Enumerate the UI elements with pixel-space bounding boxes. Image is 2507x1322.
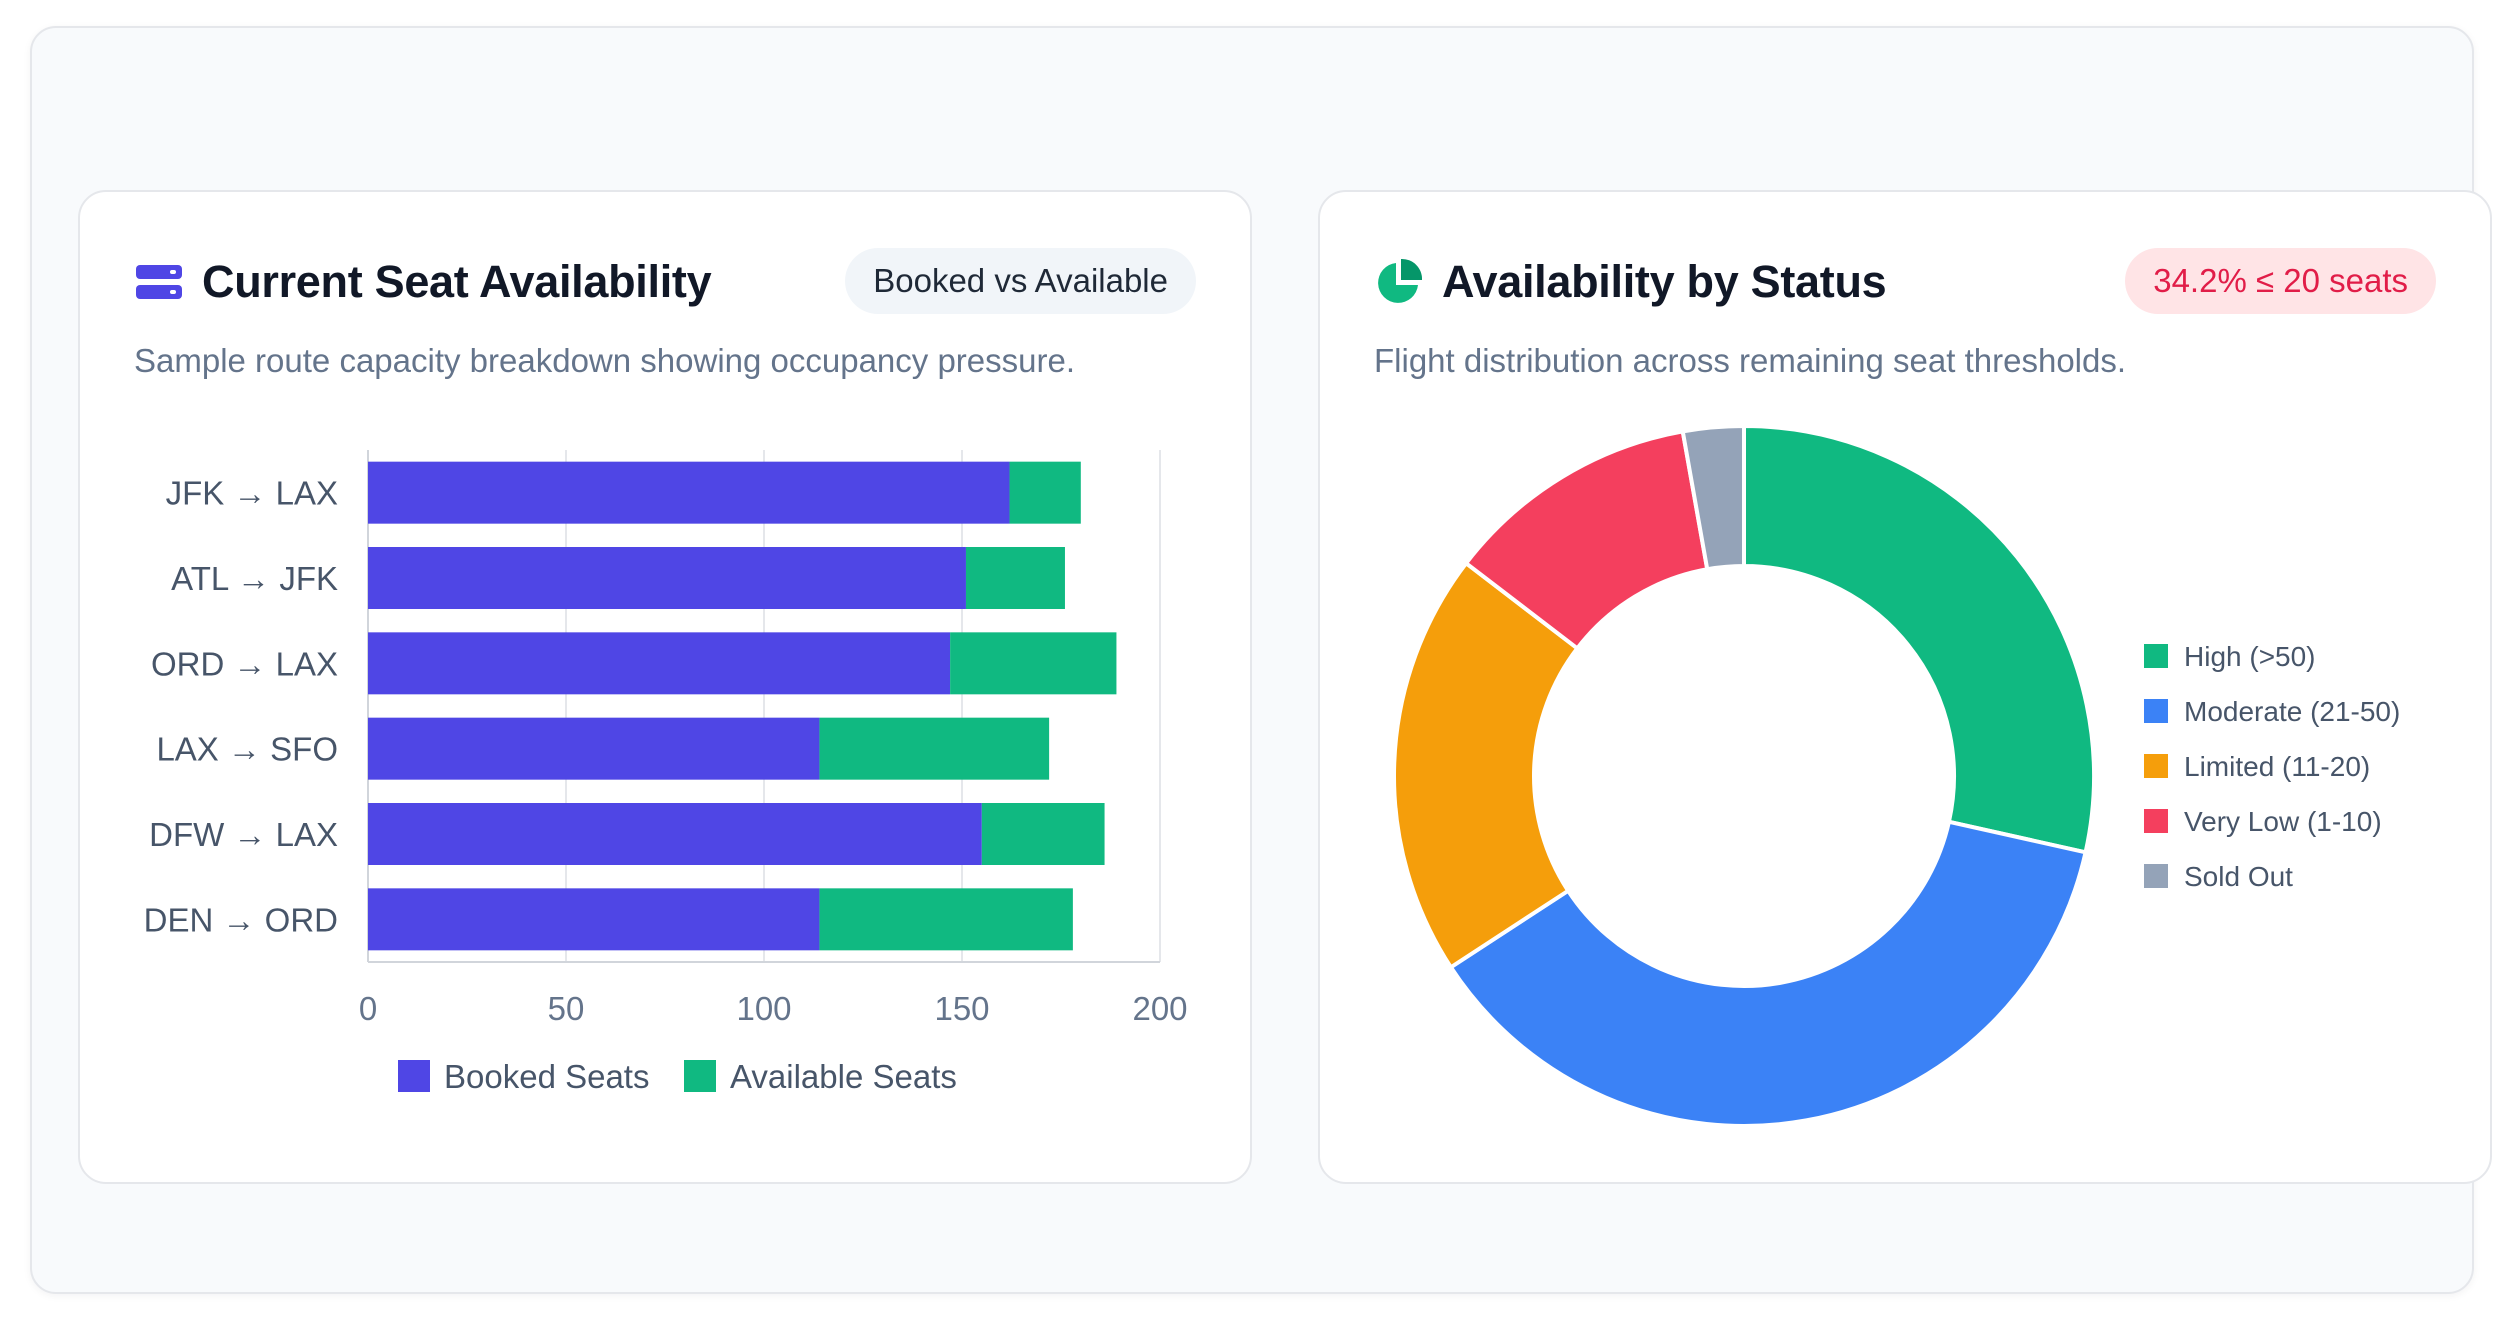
legend-label[interactable]: Very Low (1-10) bbox=[2184, 806, 2382, 837]
x-tick-label: 100 bbox=[736, 990, 791, 1027]
route-label: LAX → SFO bbox=[156, 731, 338, 768]
dashboard-frame: Current Seat Availability Booked vs Avai… bbox=[30, 26, 2492, 1294]
route-label: DEN → ORD bbox=[144, 901, 338, 938]
seat-availability-subtitle: Sample route capacity breakdown showing … bbox=[134, 342, 1076, 379]
availability-status-donut-chart: High (>50) Moderate (21-50) Limited (11-20… bbox=[1392, 423, 2400, 1128]
legend-swatch bbox=[2144, 754, 2168, 778]
legend-swatch bbox=[2144, 864, 2168, 888]
availability-status-title: Availability by Status bbox=[1442, 256, 1887, 307]
route-label: DFW → LAX bbox=[149, 816, 338, 853]
availability-status-subtitle: Flight distribution across remaining sea… bbox=[1374, 342, 2127, 379]
route-label: ORD → LAX bbox=[151, 645, 338, 682]
server-stack-icon bbox=[136, 265, 182, 299]
booked-vs-available-badge: Booked vs Available bbox=[845, 248, 1196, 314]
seat-availability-card: Current Seat Availability Booked vs Avai… bbox=[78, 190, 1252, 1184]
legend-label[interactable]: Available Seats bbox=[730, 1058, 957, 1095]
legend-swatch bbox=[2144, 699, 2168, 723]
legend-label[interactable]: Sold Out bbox=[2184, 861, 2293, 892]
x-tick-label: 150 bbox=[934, 990, 989, 1027]
x-tick-label: 50 bbox=[548, 990, 585, 1027]
legend-label[interactable]: High (>50) bbox=[2184, 641, 2316, 672]
donut-slice[interactable] bbox=[1742, 423, 2096, 855]
booked-seats-bar[interactable] bbox=[368, 547, 966, 609]
availability-status-header: Availability by Status bbox=[1374, 248, 1887, 316]
available-seats-bar[interactable] bbox=[950, 632, 1117, 695]
donut-slice[interactable] bbox=[1392, 560, 1581, 971]
booked-seats-bar[interactable] bbox=[368, 461, 1010, 524]
x-tick-label: 0 bbox=[359, 990, 377, 1027]
available-seats-bar[interactable] bbox=[965, 547, 1065, 609]
legend-swatch bbox=[2144, 644, 2168, 668]
donut-slice[interactable] bbox=[1680, 423, 1746, 572]
legend-label[interactable]: Booked Seats bbox=[444, 1058, 649, 1095]
booked-seats-bar[interactable] bbox=[368, 803, 982, 865]
booked-seats-bar[interactable] bbox=[368, 888, 820, 951]
availability-status-card: Availability by Status 34.2% ≤ 20 seats … bbox=[1318, 190, 2492, 1184]
route-label: JFK → LAX bbox=[166, 475, 338, 512]
booked-seats-bar[interactable] bbox=[368, 632, 951, 695]
low-seat-share-badge: 34.2% ≤ 20 seats bbox=[2125, 248, 2436, 314]
legend-label[interactable]: Limited (11-20) bbox=[2184, 751, 2370, 782]
legend-swatch bbox=[2144, 809, 2168, 833]
legend-swatch bbox=[398, 1060, 430, 1092]
seat-availability-title: Current Seat Availability bbox=[202, 256, 712, 307]
route-label: ATL → JFK bbox=[171, 560, 338, 597]
donut-slice[interactable] bbox=[1448, 819, 2088, 1128]
seat-availability-bar-chart: JFK → LAX ATL → JFK ORD → LAX LAX → SFO DFW … bbox=[144, 450, 1188, 1095]
available-seats-bar[interactable] bbox=[1009, 461, 1081, 524]
legend-swatch bbox=[684, 1060, 716, 1092]
available-seats-bar[interactable] bbox=[819, 717, 1050, 780]
legend-label[interactable]: Moderate (21-50) bbox=[2184, 696, 2400, 727]
booked-seats-bar[interactable] bbox=[368, 717, 820, 780]
available-seats-bar[interactable] bbox=[981, 803, 1105, 865]
seat-availability-header: Current Seat Availability bbox=[134, 248, 712, 316]
available-seats-bar[interactable] bbox=[819, 888, 1073, 951]
pie-chart-icon bbox=[1378, 258, 1423, 303]
x-tick-label: 200 bbox=[1132, 990, 1187, 1027]
